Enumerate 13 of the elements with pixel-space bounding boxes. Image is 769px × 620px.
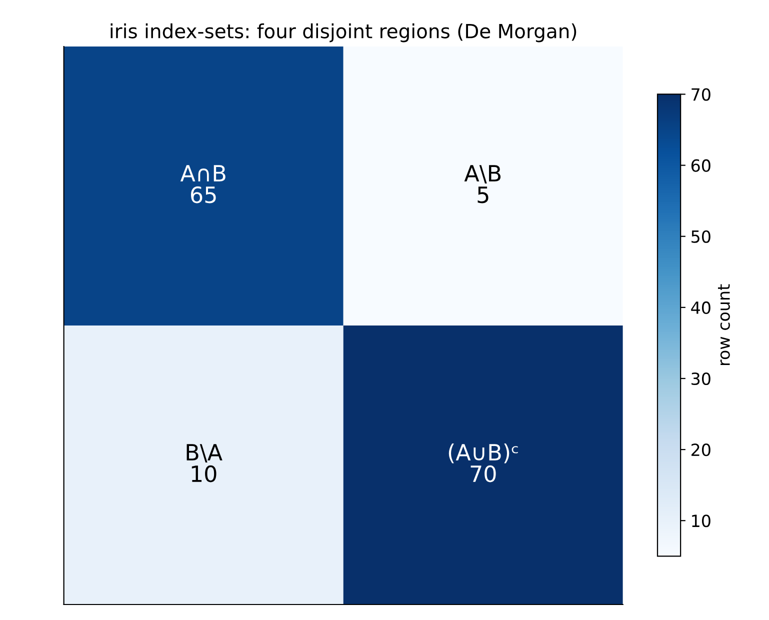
color-bar-label: 10 — [692, 514, 710, 528]
data-label: A\B 5 — [464, 165, 501, 204]
chart-title: iris index-sets: four disjoint regions (De Morgan) — [110, 23, 576, 42]
color-bar-label: 30 — [692, 372, 710, 386]
color-bar-label: 40 — [691, 301, 710, 314]
color-bar-title: row count — [718, 284, 730, 365]
data-label: B\A 10 — [186, 444, 222, 482]
data-label: (A∪B)ᶜ 70 — [448, 444, 518, 482]
color-bar-label: 50 — [692, 230, 710, 243]
color-bar-label: 20 — [692, 444, 710, 456]
color-bar-label: 70 — [692, 88, 710, 101]
color-bar-label: 60 — [691, 159, 710, 172]
data-label: A∩B 65 — [180, 165, 226, 204]
